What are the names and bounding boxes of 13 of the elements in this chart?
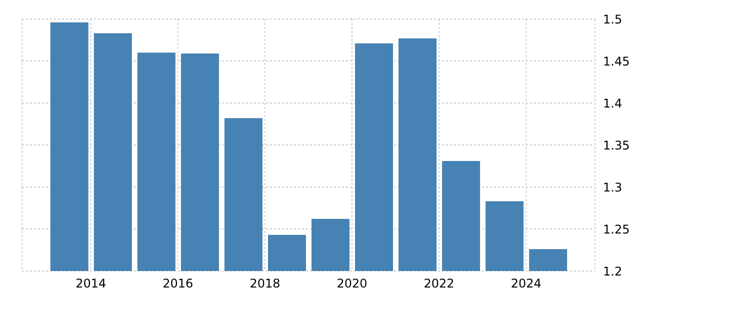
x-tick-label: 2024	[510, 276, 542, 291]
y-tick-label: 1.45	[603, 54, 630, 68]
y-tick-label: 1.3	[603, 180, 622, 194]
x-tick-label: 2022	[424, 276, 454, 291]
y-tick-label: 1.2	[603, 264, 622, 278]
y-tick-label: 1.25	[603, 222, 630, 236]
x-tick-label: 2014	[76, 276, 106, 291]
x-tick-label: 2020	[336, 276, 368, 291]
y-tick-label: 1.5	[603, 12, 622, 26]
y-tick-label: 1.35	[603, 138, 630, 152]
x-tick-label: 2018	[250, 276, 280, 291]
y-tick-label: 1.4	[603, 96, 622, 110]
x-tick-label: 2016	[162, 276, 194, 291]
